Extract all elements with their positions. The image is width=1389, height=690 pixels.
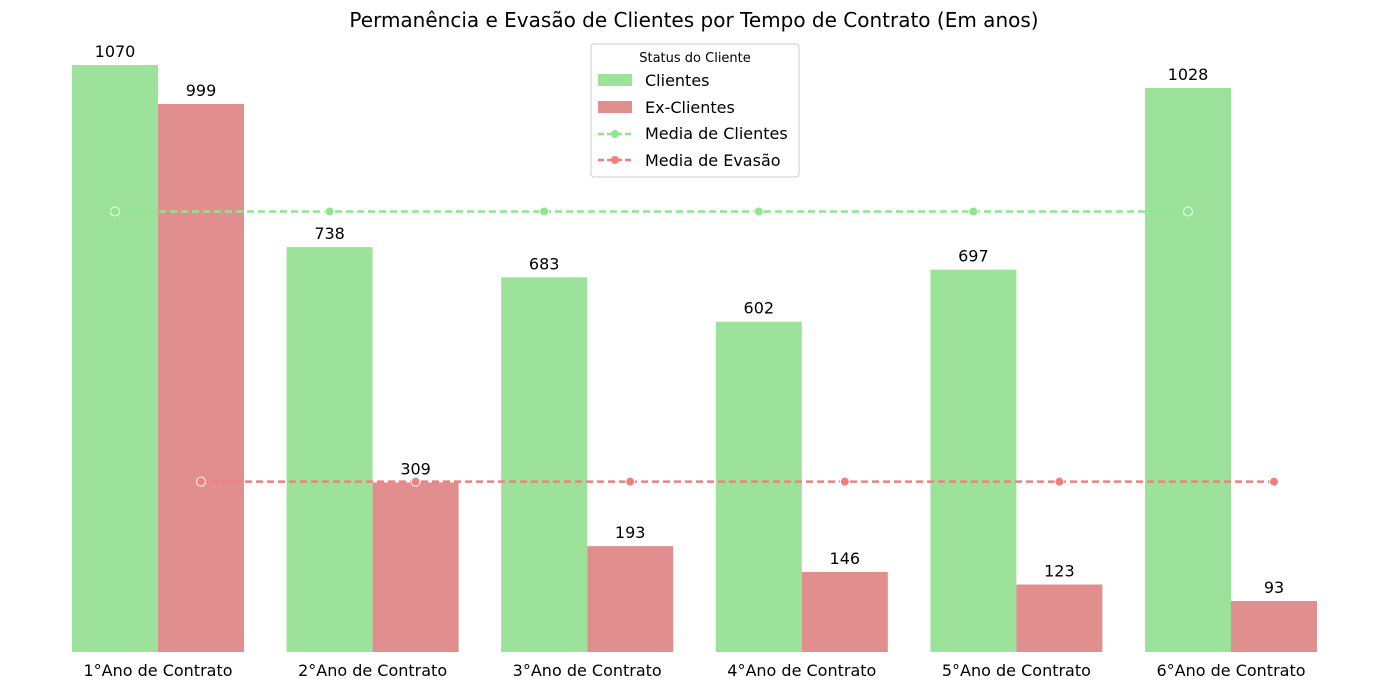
- data-label-ex-clientes-5: 123: [1044, 562, 1075, 581]
- legend-swatch-media-clientes: [598, 130, 632, 138]
- legend-label-media-clientes: Media de Clientes: [645, 124, 788, 143]
- bar-ex-clientes-6: [1231, 600, 1317, 652]
- data-label-ex-clientes-3: 193: [615, 523, 646, 542]
- x-tick-label-2: 2°Ano de Contrato: [298, 661, 447, 680]
- mean-point-media-de-evasao-3: [625, 476, 636, 487]
- bar-ex-clientes-5: [1016, 584, 1103, 652]
- x-tick-label-5: 5°Ano de Contrato: [942, 661, 1091, 680]
- legend-title: Status do Cliente: [639, 51, 751, 66]
- x-tick-label-3: 3°Ano de Contrato: [513, 661, 662, 680]
- legend: Status do Cliente Clientes Ex-Clientes M…: [590, 43, 800, 178]
- bar-ex-clientes-4: [801, 571, 888, 652]
- legend-swatch-media-evasao: [598, 156, 632, 164]
- legend-label-clientes: Clientes: [645, 71, 710, 90]
- mean-line-media-de-evasao: [196, 476, 1279, 487]
- data-label-clientes-6: 1028: [1168, 65, 1209, 84]
- mean-point-media-de-evasao-1: [196, 476, 206, 487]
- mean-point-media-de-clientes-4: [753, 206, 764, 217]
- x-tick-label-6: 6°Ano de Contrato: [1156, 661, 1305, 680]
- chart-title: Permanência e Evasão de Clientes por Tem…: [349, 8, 1038, 32]
- bars-layer: [72, 65, 1317, 653]
- data-label-ex-clientes-6: 93: [1264, 578, 1284, 597]
- bar-clientes-2: [286, 247, 373, 652]
- data-label-clientes-5: 697: [958, 247, 989, 266]
- legend-frame: [590, 43, 800, 178]
- legend-label-media-evasao: Media de Evasão: [645, 151, 781, 170]
- bar-clientes-4: [715, 321, 802, 652]
- bar-clientes-5: [930, 269, 1017, 652]
- mean-point-media-de-clientes-2: [324, 206, 335, 217]
- data-label-ex-clientes-2: 309: [400, 459, 431, 478]
- data-label-clientes-4: 602: [744, 299, 775, 318]
- mean-point-media-de-clientes-1: [110, 206, 120, 217]
- mean-lines-layer: [110, 206, 1279, 487]
- data-label-ex-clientes-1: 999: [186, 81, 217, 100]
- bar-clientes-6: [1145, 88, 1231, 652]
- legend-swatch-clientes: [598, 74, 632, 86]
- x-tick-label-1: 1°Ano de Contrato: [83, 661, 232, 680]
- mean-point-media-de-evasao-6: [1269, 476, 1279, 487]
- x-tick-label-4: 4°Ano de Contrato: [727, 661, 876, 680]
- x-tick-labels: 1°Ano de Contrato 2°Ano de Contrato 3°Ano …: [83, 661, 1305, 680]
- bar-clientes-1: [72, 65, 158, 652]
- mean-point-media-de-clientes-6: [1183, 206, 1193, 217]
- data-label-ex-clientes-4: 146: [830, 549, 861, 568]
- legend-label-ex-clientes: Ex-Clientes: [645, 98, 735, 117]
- data-labels-layer: 1070 738 683 602 697 1028 999 309 193 146 123 93: [95, 42, 1285, 597]
- bar-clientes-3: [501, 277, 588, 652]
- bar-ex-clientes-1: [158, 103, 244, 653]
- mean-line-media-de-clientes: [110, 206, 1193, 217]
- data-label-clientes-2: 738: [314, 224, 345, 243]
- bar-ex-clientes-3: [587, 546, 674, 652]
- mean-point-media-de-evasao-2: [410, 476, 421, 487]
- mean-point-media-de-evasao-5: [1054, 476, 1065, 487]
- data-label-clientes-1: 1070: [95, 42, 136, 61]
- mean-point-media-de-clientes-3: [539, 206, 550, 217]
- data-label-clientes-3: 683: [529, 254, 560, 273]
- legend-swatch-ex-clientes: [598, 101, 632, 113]
- bar-ex-clientes-2: [372, 482, 459, 652]
- mean-point-media-de-evasao-4: [839, 476, 850, 487]
- mean-point-media-de-clientes-5: [968, 206, 979, 217]
